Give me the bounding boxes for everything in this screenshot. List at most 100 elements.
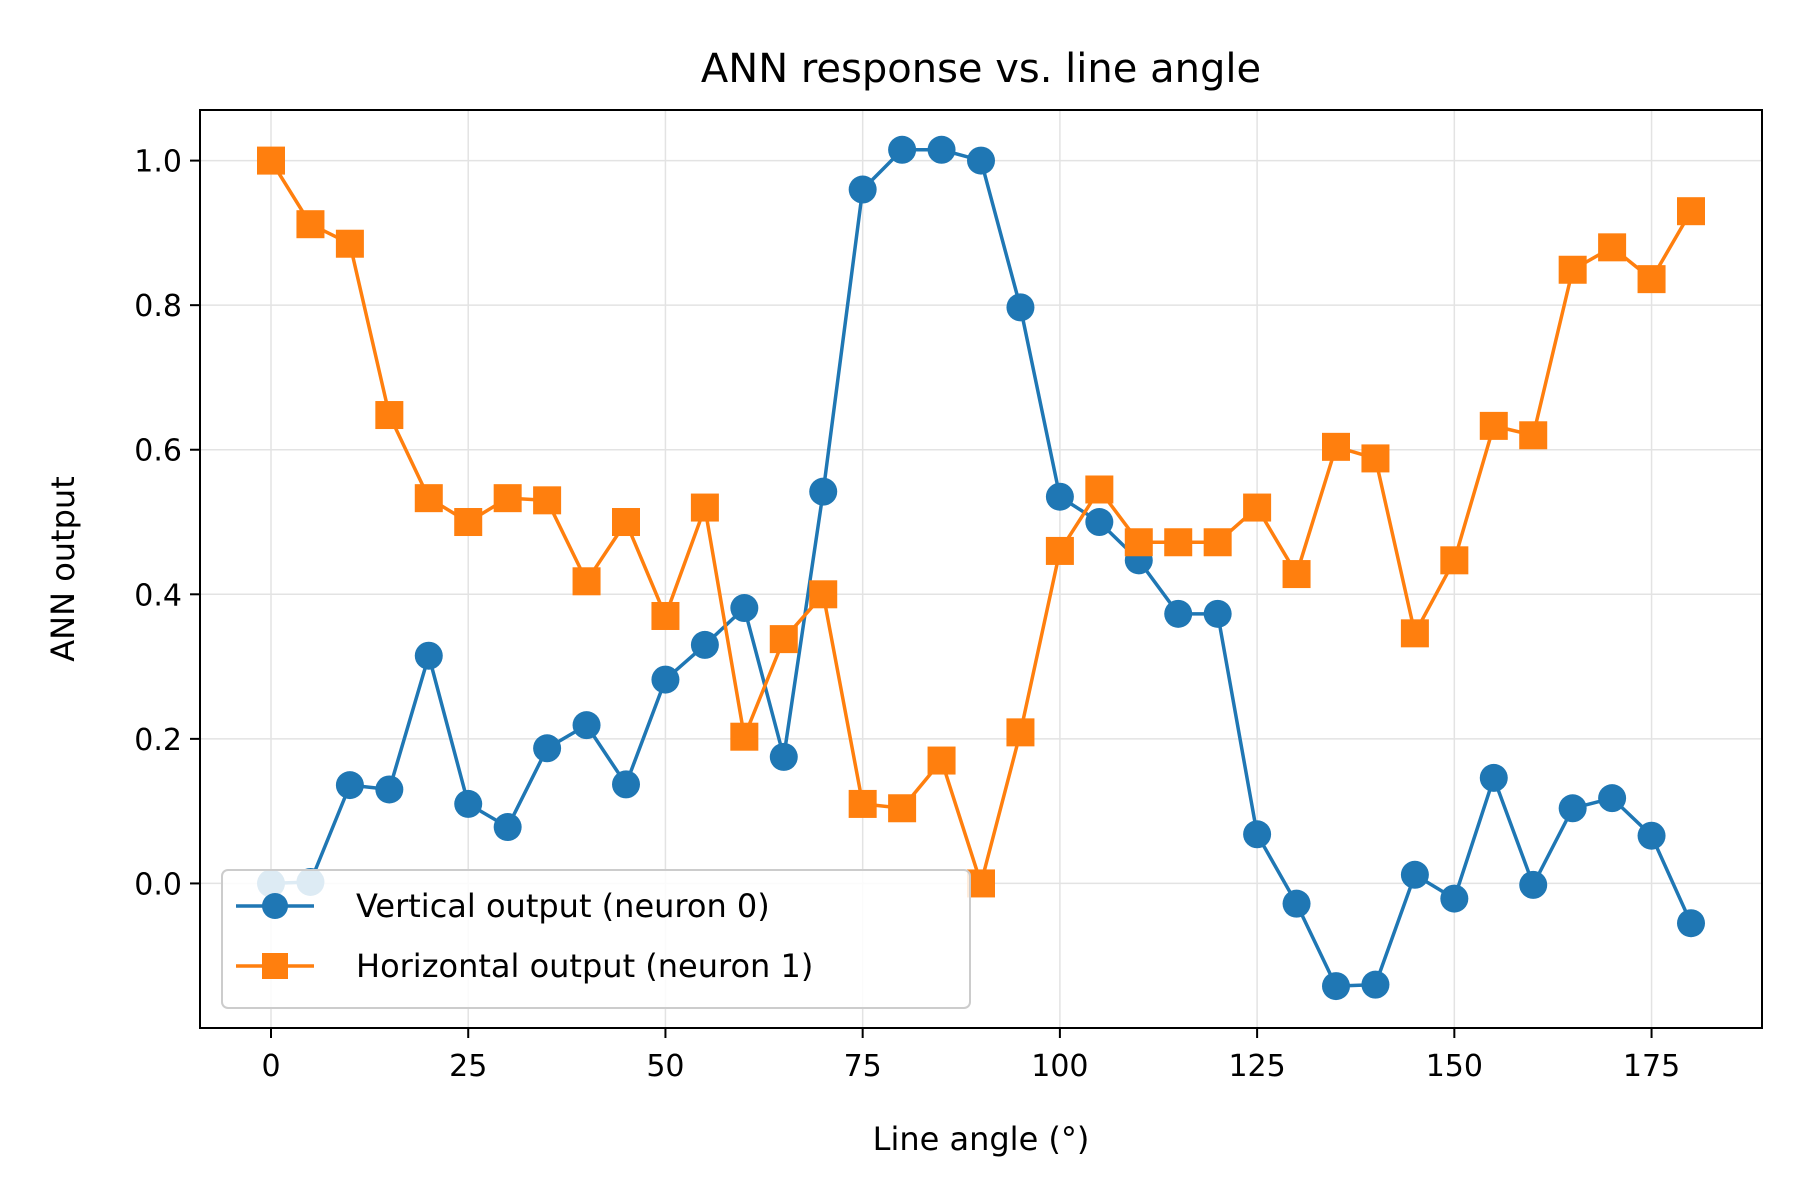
y-tick-label: 0.0: [134, 867, 182, 902]
data-point: [848, 175, 877, 204]
data-point: [1479, 763, 1508, 792]
x-tick-label: 50: [646, 1049, 684, 1084]
data-point: [1558, 255, 1587, 284]
data-point: [1006, 293, 1035, 322]
data-point: [493, 813, 522, 842]
data-point: [1598, 233, 1627, 262]
data-point: [414, 641, 443, 670]
data-point: [1598, 784, 1627, 813]
data-point: [1677, 197, 1705, 226]
data-point: [414, 484, 443, 513]
data-point: [454, 508, 483, 537]
data-point: [1322, 432, 1350, 461]
data-point: [493, 484, 522, 513]
data-point: [1006, 718, 1035, 747]
y-axis-title: ANN output: [44, 476, 82, 661]
data-point: [572, 567, 601, 596]
data-point: [1400, 619, 1429, 648]
data-point: [1085, 508, 1114, 537]
data-point: [1045, 482, 1074, 511]
data-point: [1677, 909, 1705, 938]
data-point: [967, 869, 995, 898]
data-point: [1519, 421, 1548, 450]
data-point: [1322, 972, 1350, 1001]
legend-label: Vertical output (neuron 0): [356, 887, 770, 925]
x-tick-label: 150: [1426, 1049, 1483, 1084]
data-point: [1243, 493, 1272, 522]
x-tick-label: 125: [1228, 1049, 1285, 1084]
data-point: [1243, 820, 1272, 849]
x-axis-title: Line angle (°): [873, 1120, 1090, 1158]
data-point: [533, 734, 562, 763]
data-point: [296, 210, 325, 239]
data-point: [1282, 560, 1311, 589]
data-point: [888, 794, 917, 823]
data-point: [1164, 528, 1193, 557]
data-point: [848, 789, 877, 818]
legend-item: Vertical output (neuron 0): [236, 887, 770, 925]
y-tick-label: 0.8: [134, 289, 182, 324]
data-point: [927, 746, 956, 775]
x-tick-label: 75: [844, 1049, 882, 1084]
data-point: [375, 775, 404, 804]
x-tick-label: 100: [1031, 1049, 1088, 1084]
data-point: [1045, 536, 1074, 565]
data-point: [257, 146, 285, 175]
data-point: [533, 486, 562, 515]
series-layer: [257, 135, 1705, 1001]
data-point: [1479, 411, 1508, 440]
data-point: [730, 594, 759, 623]
data-point: [335, 229, 364, 258]
data-point: [572, 711, 601, 740]
chart-title: ANN response vs. line angle: [701, 46, 1261, 92]
data-point: [612, 770, 640, 799]
data-point: [1361, 970, 1390, 999]
data-point: [1519, 870, 1548, 899]
data-point: [690, 630, 719, 659]
data-point: [335, 771, 364, 800]
legend-marker: [262, 893, 288, 919]
legend: Vertical output (neuron 0) Horizontal out…: [221, 869, 971, 1009]
legend-box: [221, 869, 971, 1009]
data-point: [1637, 821, 1666, 850]
data-point: [1203, 599, 1232, 628]
x-tick-label: 0: [261, 1049, 280, 1084]
data-point: [1164, 599, 1193, 628]
data-point: [1124, 528, 1153, 557]
data-point: [690, 493, 719, 522]
series-0: [257, 135, 1705, 1001]
y-tick-label: 0.6: [134, 434, 182, 469]
data-point: [454, 789, 483, 818]
y-tick-label: 0.2: [134, 723, 182, 758]
x-tick-label: 25: [449, 1049, 487, 1084]
data-point: [375, 401, 404, 430]
data-point: [1085, 475, 1114, 504]
data-point: [1203, 528, 1232, 557]
data-point: [809, 477, 838, 506]
data-point: [1637, 265, 1666, 294]
y-tick-label: 1.0: [134, 145, 182, 180]
data-point: [730, 722, 759, 751]
data-point: [769, 742, 798, 771]
data-point: [1440, 884, 1469, 913]
data-point: [1361, 444, 1390, 473]
legend-label: Horizontal output (neuron 1): [356, 947, 813, 985]
series-1: [257, 146, 1705, 898]
data-point: [927, 135, 956, 164]
data-point: [967, 146, 995, 175]
ticks: 0 25 50 75 100 125 150 175 0.0 0.2 0.4 0.6 0.8 1.0: [134, 145, 1680, 1084]
data-point: [651, 601, 680, 630]
data-point: [1400, 860, 1429, 889]
x-tick-label: 175: [1623, 1049, 1680, 1084]
data-point: [1282, 889, 1311, 918]
data-point: [1440, 546, 1469, 575]
data-point: [888, 135, 917, 164]
data-point: [769, 625, 798, 654]
data-point: [1558, 794, 1587, 823]
legend-item: Horizontal output (neuron 1): [236, 947, 813, 985]
y-tick-label: 0.4: [134, 578, 182, 613]
legend-marker: [262, 953, 288, 979]
plot-frame: [199, 109, 1763, 1029]
